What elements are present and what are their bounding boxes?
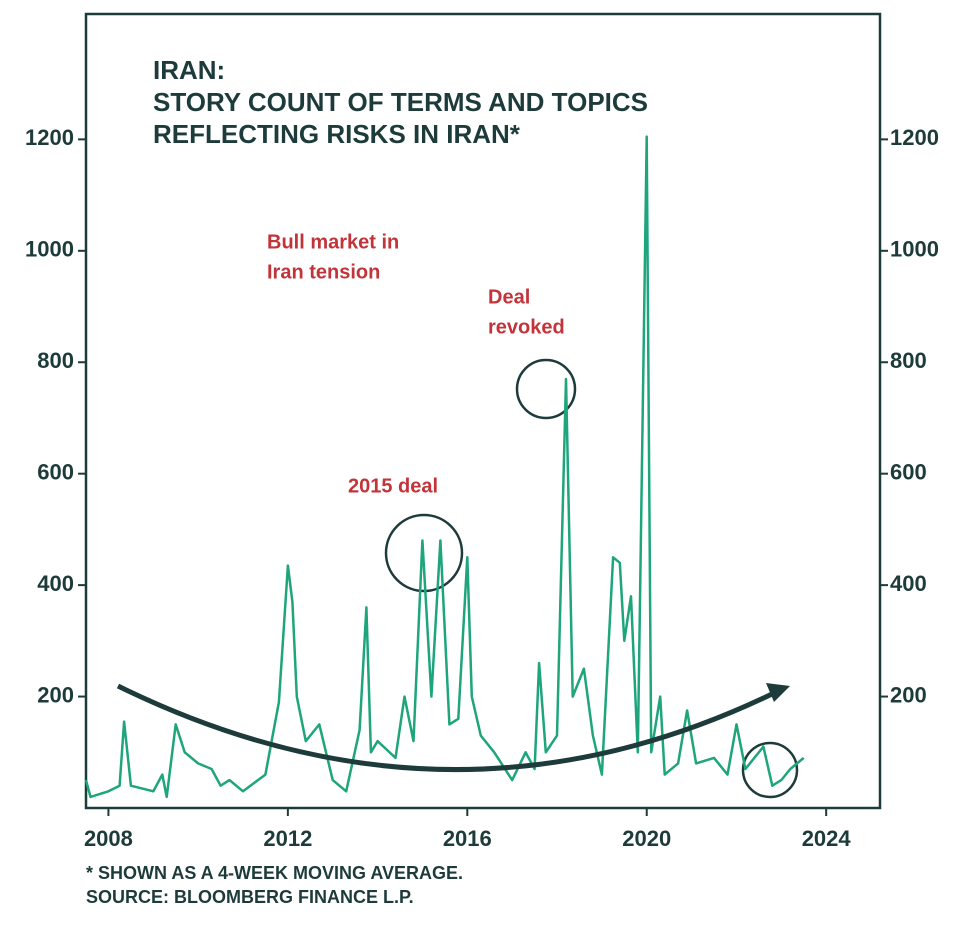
- y2-tick-label: 1200: [890, 125, 939, 150]
- y2-tick-label: 600: [890, 459, 927, 484]
- chart-title: STORY COUNT OF TERMS AND TOPICS: [153, 87, 648, 117]
- annotation: 2015 deal: [348, 475, 438, 497]
- y2-tick-label: 800: [890, 348, 927, 373]
- x-tick-label: 2024: [802, 826, 852, 851]
- annotation: Bull market in: [267, 231, 399, 253]
- footnote: SOURCE: BLOOMBERG FINANCE L.P.: [86, 887, 414, 907]
- annotation: revoked: [488, 316, 565, 338]
- arrow-head: [766, 683, 790, 702]
- x-tick-label: 2012: [263, 826, 312, 851]
- annotation: Iran tension: [267, 261, 380, 283]
- highlight-circle: [515, 358, 577, 420]
- highlight-circle: [384, 513, 464, 593]
- x-tick-label: 2020: [622, 826, 671, 851]
- chart-title: REFLECTING RISKS IN IRAN*: [153, 119, 521, 149]
- y-tick-label: 1000: [25, 237, 74, 262]
- annotation: Deal: [488, 286, 530, 308]
- y-tick-label: 1200: [25, 125, 74, 150]
- trend-arrow: [116, 683, 774, 773]
- y-tick-label: 600: [37, 459, 74, 484]
- chart-title: IRAN:: [153, 55, 225, 85]
- y2-tick-label: 1000: [890, 237, 939, 262]
- y2-tick-label: 200: [890, 682, 927, 707]
- x-tick-label: 2008: [84, 826, 133, 851]
- y-tick-label: 200: [37, 682, 74, 707]
- plot-frame: [84, 12, 882, 810]
- y2-tick-label: 400: [890, 571, 927, 596]
- data-line: [84, 135, 805, 799]
- x-tick-label: 2016: [443, 826, 492, 851]
- footnote: * SHOWN AS A 4-WEEK MOVING AVERAGE.: [86, 863, 463, 883]
- y-tick-label: 400: [37, 571, 74, 596]
- y-tick-label: 800: [37, 348, 74, 373]
- highlight-circle: [741, 741, 799, 799]
